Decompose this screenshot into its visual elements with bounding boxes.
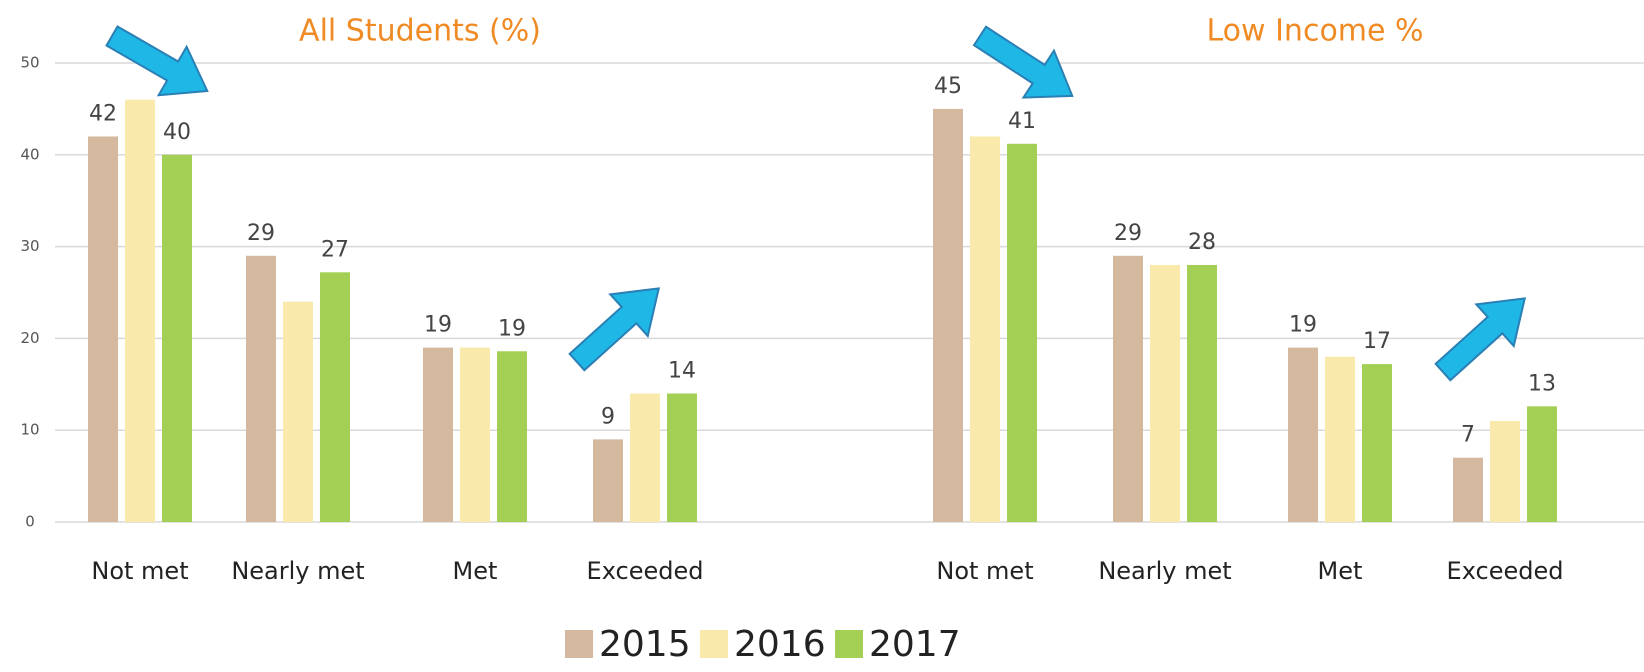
bar (1362, 364, 1392, 522)
bar (497, 351, 527, 522)
data-label: 29 (247, 221, 275, 246)
x-tick-label: Nearly met (231, 557, 364, 585)
bar (88, 136, 118, 522)
bar (460, 347, 490, 522)
legend-label: 2016 (734, 624, 826, 665)
x-tick-label: Not met (91, 557, 188, 585)
data-label: 19 (424, 313, 452, 338)
bar (1453, 457, 1483, 522)
data-label: 27 (321, 237, 349, 262)
legend-swatch (565, 630, 593, 658)
bar (246, 255, 276, 522)
y-tick-label: 50 (20, 54, 39, 72)
arrow (963, 11, 1089, 121)
y-tick-label: 20 (20, 329, 39, 347)
data-label: 13 (1528, 371, 1556, 396)
arrow (1423, 276, 1545, 394)
bar (630, 393, 660, 522)
data-label: 17 (1363, 329, 1391, 354)
y-tick-label: 40 (20, 145, 39, 163)
data-label: 40 (163, 120, 191, 145)
data-label: 41 (1008, 109, 1036, 134)
data-label: 7 (1461, 423, 1475, 448)
x-tick-label: Met (453, 557, 498, 585)
bar (283, 301, 313, 522)
bar (423, 347, 453, 522)
x-tick-label: Met (1318, 557, 1363, 585)
panel-title: Low Income % (1206, 14, 1423, 49)
bar (1527, 406, 1557, 522)
bar (593, 439, 623, 522)
y-tick-label: 30 (20, 237, 39, 255)
panel-title: All Students (%) (299, 14, 541, 49)
bar (1288, 347, 1318, 522)
bar (1187, 264, 1217, 522)
x-tick-label: Nearly met (1098, 557, 1231, 585)
bar (1150, 264, 1180, 522)
bar (162, 154, 192, 523)
bar (320, 272, 350, 522)
bar (970, 136, 1000, 522)
data-label: 19 (498, 316, 526, 341)
bar (1490, 421, 1520, 522)
data-label: 14 (668, 358, 696, 383)
x-tick-label: Not met (936, 557, 1033, 585)
data-label: 28 (1188, 230, 1216, 255)
bar (125, 99, 155, 522)
bar (1113, 255, 1143, 522)
x-tick-label: Exceeded (587, 557, 704, 585)
data-label: 29 (1114, 221, 1142, 246)
x-tick-label: Exceeded (1447, 557, 1564, 585)
legend-swatch (835, 630, 863, 658)
y-tick-label: 0 (25, 513, 35, 531)
data-label: 19 (1289, 313, 1317, 338)
legend-swatch (700, 630, 728, 658)
bar (1325, 356, 1355, 522)
bar (1007, 143, 1037, 522)
bar (667, 393, 697, 522)
data-label: 42 (89, 101, 117, 126)
arrow (557, 266, 679, 384)
legend-label: 2015 (599, 624, 691, 665)
y-tick-label: 10 (20, 421, 39, 439)
data-label: 9 (601, 404, 615, 429)
legend-label: 2017 (869, 624, 961, 665)
data-label: 45 (934, 74, 962, 99)
bar (933, 108, 963, 523)
